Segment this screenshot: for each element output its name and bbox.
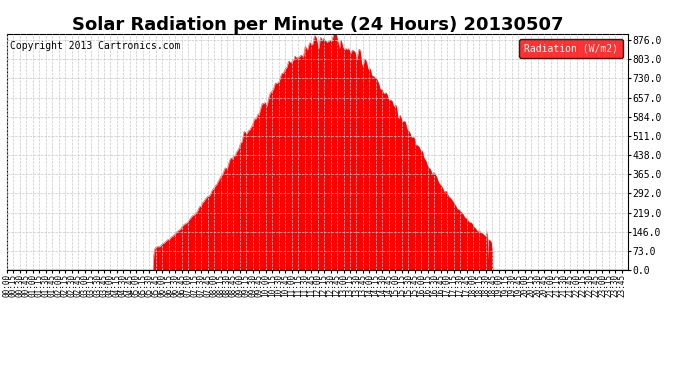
- Title: Solar Radiation per Minute (24 Hours) 20130507: Solar Radiation per Minute (24 Hours) 20…: [72, 16, 563, 34]
- Text: Copyright 2013 Cartronics.com: Copyright 2013 Cartronics.com: [10, 41, 180, 51]
- Legend: Radiation (W/m2): Radiation (W/m2): [520, 39, 623, 58]
